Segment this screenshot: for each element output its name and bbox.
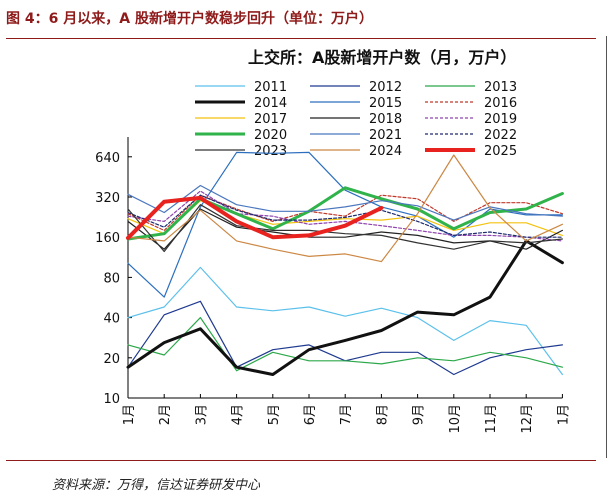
legend-label-2018: 2018	[369, 112, 402, 127]
x-tick-label: 6月	[303, 404, 318, 425]
x-tick-label: 8月	[375, 404, 390, 425]
series-line-2013	[127, 317, 564, 372]
y-tick-label: 640	[95, 151, 120, 166]
x-tick-label: 10月	[448, 404, 463, 434]
x-tick-label: 4月	[231, 404, 246, 425]
series-line-2014	[126, 239, 564, 376]
legend-label-2022: 2022	[484, 128, 517, 143]
bottom-rule	[6, 460, 596, 461]
legend-label-2013: 2013	[484, 80, 517, 95]
x-tick-label: 1月	[122, 404, 137, 425]
plot-area	[126, 151, 564, 376]
figure-title: 图 4：6 月以来，A 股新增开户数稳步回升（单位：万户）	[6, 11, 373, 27]
legend-label-2021: 2021	[369, 128, 402, 143]
series-line-2022	[127, 194, 564, 238]
legend-label-2014: 2014	[254, 96, 287, 111]
legend-label-2020: 2020	[254, 128, 287, 143]
series-line-2024	[127, 154, 564, 263]
series-line-2015	[127, 151, 564, 298]
x-tick-label: 3月	[194, 404, 209, 425]
series-line-2012	[127, 300, 564, 376]
legend-label-2016: 2016	[484, 96, 517, 111]
legend-label-2024: 2024	[369, 144, 402, 159]
legend-label-2019: 2019	[484, 112, 517, 127]
chart-title: 上交所：A股新增开户数（月，万户）	[248, 48, 516, 67]
legend-label-2023: 2023	[254, 144, 287, 159]
x-tick-label: 9月	[412, 404, 427, 425]
legend-label-2011: 2011	[254, 80, 287, 95]
x-tick-label: 5月	[267, 404, 282, 425]
series-line-2019	[127, 190, 564, 242]
page-edge-rule	[606, 36, 607, 458]
y-tick-label: 80	[103, 271, 120, 286]
x-tick-label: 2月	[158, 404, 173, 425]
series-line-2011	[127, 266, 564, 376]
y-tick-label: 160	[95, 231, 120, 246]
y-tick-label: 20	[103, 352, 120, 367]
source-note: 资料来源：万得，信达证券研发中心	[52, 478, 261, 493]
title-rule	[6, 38, 596, 39]
x-tick-label: 11月	[484, 404, 499, 434]
legend: 2011 2012 2013 2014 2015 2016 2017 2018 2019 2020…	[195, 80, 517, 159]
x-tick-label: 7月	[339, 404, 354, 425]
y-tick-label: 320	[95, 191, 120, 206]
axes: 10 20 40 80 160 320 640 1月 2月 3月 4月 5月 6月 7月 8月 9月 10月 11…	[95, 137, 571, 434]
y-tick-label: 10	[103, 392, 120, 407]
legend-label-2025: 2025	[484, 144, 517, 159]
y-tick-label: 40	[103, 312, 120, 327]
series-line-2025	[126, 195, 384, 240]
x-tick-label: 12月	[520, 404, 535, 434]
legend-label-2015: 2015	[369, 96, 402, 111]
legend-label-2017: 2017	[254, 112, 287, 127]
series-line-2023	[127, 204, 564, 253]
x-tick-label: 1月	[556, 404, 571, 425]
legend-label-2012: 2012	[369, 80, 402, 95]
